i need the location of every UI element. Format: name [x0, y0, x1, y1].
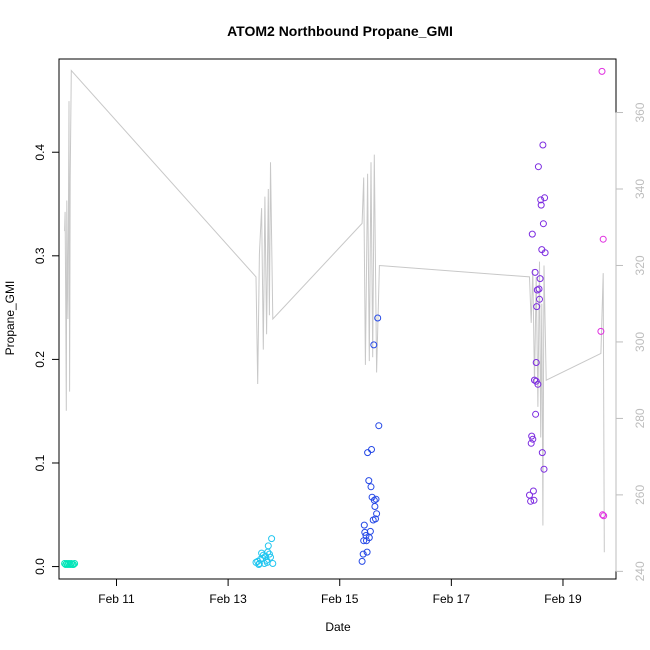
data-point: [70, 561, 77, 568]
data-point: [597, 327, 605, 335]
chart-title: ATOM2 Northbound Propane_GMI: [227, 23, 453, 39]
data-point: [268, 535, 276, 543]
y2-tick-label: 300: [633, 332, 647, 352]
y-tick-label: 0.1: [33, 454, 47, 471]
y-tick-label: 0.4: [33, 144, 47, 161]
data-point: [534, 163, 542, 171]
y2-tick-label: 320: [633, 255, 647, 275]
y2-tick-label: 260: [633, 485, 647, 505]
data-point: [366, 527, 374, 535]
data-point: [365, 477, 373, 485]
data-point: [599, 235, 607, 243]
data-point: [536, 295, 543, 303]
data-point: [370, 341, 378, 349]
data-point: [537, 196, 545, 204]
data-point: [539, 220, 547, 228]
data-point: [373, 510, 381, 518]
data-point: [528, 432, 536, 440]
y-axis-left: 0.0 0.1 0.2 0.3 0.4: [33, 144, 59, 575]
data-point: [527, 439, 535, 447]
data-point: [364, 449, 372, 457]
data-point: [375, 422, 383, 430]
data-point: [541, 249, 549, 257]
data-point: [363, 537, 370, 545]
data-point: [599, 511, 607, 519]
y-axis-label: Propane_GMI: [3, 281, 17, 356]
data-point: [71, 560, 79, 567]
data-point: [264, 542, 272, 550]
data-point: [531, 268, 539, 276]
data-point: [539, 141, 547, 149]
data-point: [359, 550, 367, 558]
data-point: [374, 314, 382, 322]
data-point: [600, 512, 608, 520]
data-point: [255, 561, 263, 568]
data-point: [537, 201, 545, 209]
data-point: [540, 465, 548, 473]
data-point: [533, 303, 541, 311]
data-point: [371, 503, 379, 510]
plot-frame: [58, 58, 617, 580]
y-axis-right: 240 260 280 300 320 340 360: [615, 102, 647, 581]
data-point: [363, 548, 371, 556]
x-axis-label: Date: [325, 620, 351, 634]
data-point: [538, 449, 546, 457]
data-point: [532, 377, 540, 385]
x-tick-label: Feb 13: [209, 592, 247, 606]
data-point: [536, 275, 544, 283]
data-points-layer: [61, 67, 608, 568]
y2-tick-label: 280: [633, 408, 647, 428]
data-point: [533, 286, 541, 294]
data-point: [528, 230, 536, 238]
data-point: [358, 557, 366, 565]
data-point: [541, 194, 549, 202]
y2-tick-label: 340: [633, 179, 647, 199]
y2-tick-label: 360: [633, 102, 647, 122]
data-point: [532, 359, 540, 366]
data-point: [360, 521, 368, 529]
data-point: [66, 561, 74, 568]
data-point: [530, 496, 538, 504]
y-tick-label: 0.3: [33, 247, 47, 264]
secondary-line-layer: [64, 69, 605, 553]
data-point: [527, 497, 535, 505]
data-point: [529, 487, 537, 495]
data-point: [532, 410, 540, 418]
secondary-line: [64, 69, 605, 553]
data-point: [535, 285, 543, 293]
data-point: [263, 558, 271, 566]
y-tick-label: 0.2: [33, 351, 47, 368]
data-point: [259, 551, 267, 559]
y2-tick-label: 240: [633, 561, 647, 581]
data-point: [531, 376, 538, 384]
x-tick-label: Feb 15: [321, 592, 359, 606]
data-point: [367, 483, 375, 491]
data-point: [267, 553, 274, 561]
data-point: [529, 435, 537, 443]
x-axis: Feb 11 Feb 13 Feb 15 Feb 17 Feb 19: [98, 578, 582, 606]
data-point: [372, 515, 379, 523]
data-point: [269, 560, 277, 567]
x-tick-label: Feb 11: [98, 592, 135, 606]
y-tick-label: 0.0: [33, 558, 47, 575]
data-point: [598, 67, 606, 75]
x-tick-label: Feb 19: [544, 592, 582, 606]
x-tick-label: Feb 17: [433, 592, 471, 606]
data-point: [372, 495, 380, 503]
data-point: [368, 446, 375, 453]
